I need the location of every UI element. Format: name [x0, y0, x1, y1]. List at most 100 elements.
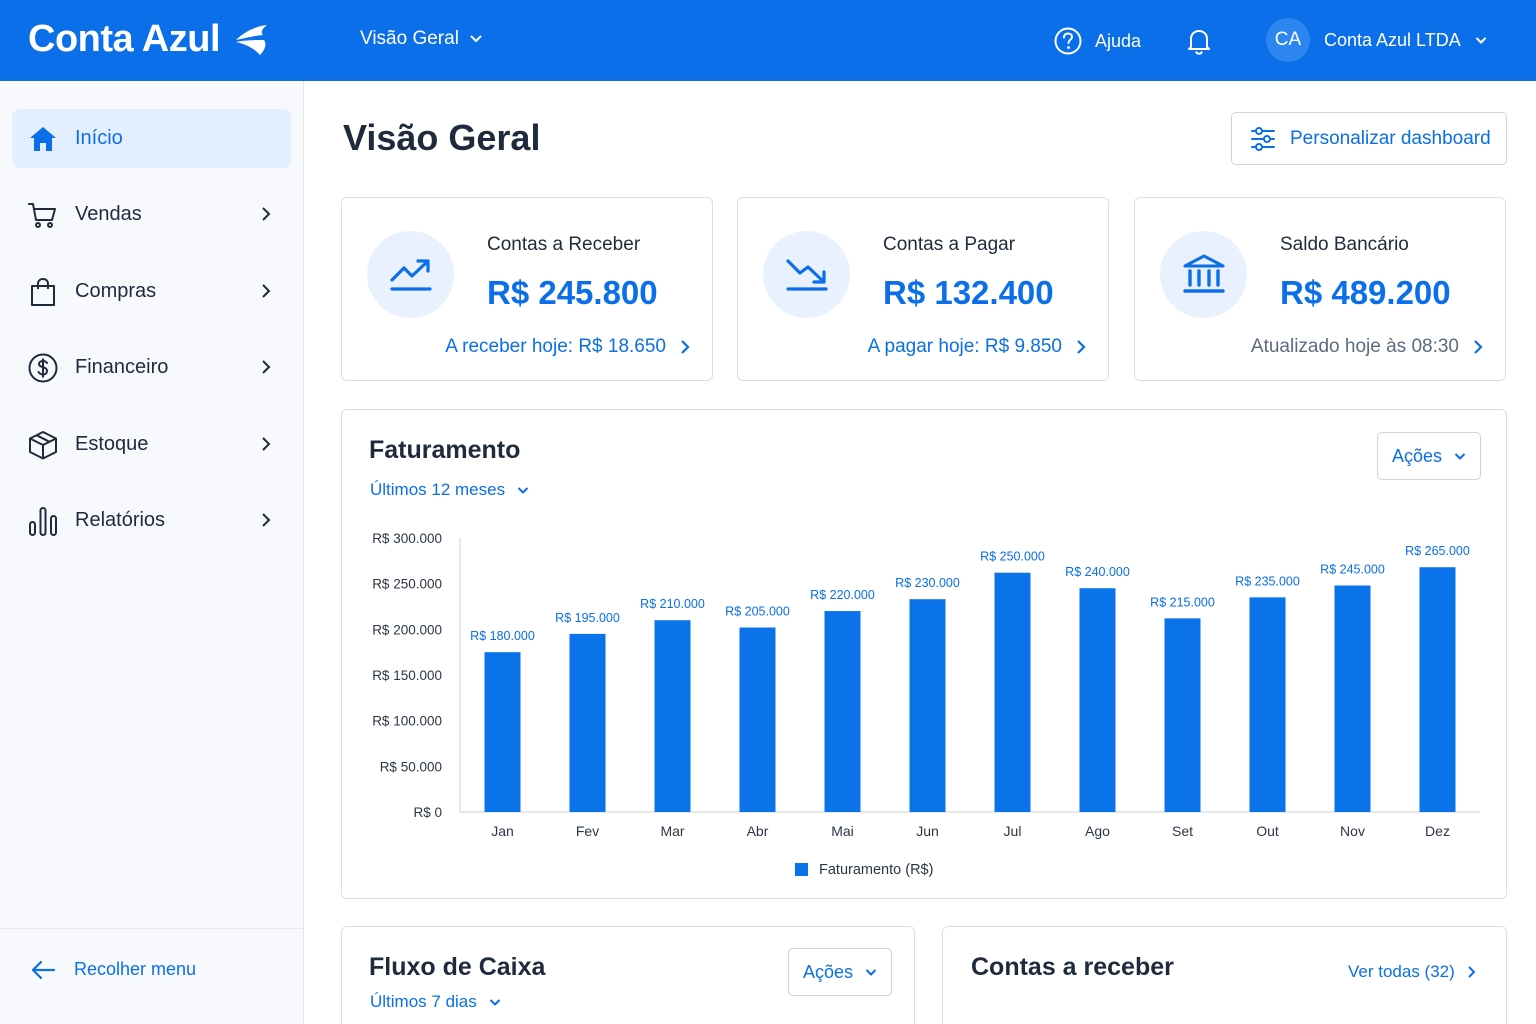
- dollar-circle-icon: [28, 353, 58, 383]
- y-tick-label: R$ 250.000: [372, 577, 442, 592]
- bar: [484, 652, 521, 812]
- legend-swatch: [795, 863, 808, 876]
- cashflow-card: Fluxo de Caixa Últimos 7 dias Ações: [341, 926, 915, 1024]
- see-all-receivables-link[interactable]: Ver todas (32): [1348, 962, 1476, 982]
- actions-label: Ações: [802, 961, 854, 982]
- x-tick-label: Jul: [1004, 823, 1022, 839]
- kpi-card-receivables: Contas a Receber R$ 245.800 A receber ho…: [341, 197, 713, 381]
- customize-dashboard-label: Personalizar dashboard: [1290, 127, 1491, 149]
- cart-icon: [28, 203, 56, 228]
- x-tick-label: Mar: [660, 823, 684, 839]
- bar: [1164, 618, 1201, 812]
- revenue-period-selector[interactable]: Últimos 12 meses: [370, 480, 529, 500]
- sidebar-item-compras[interactable]: Compras: [12, 262, 291, 321]
- arrow-left-icon: [31, 960, 56, 979]
- legend-label: Faturamento (R$): [819, 862, 933, 878]
- sidebar-item-financeiro[interactable]: Financeiro: [12, 338, 291, 397]
- y-tick-label: R$ 50.000: [380, 759, 442, 774]
- data-label: R$ 195.000: [555, 611, 620, 625]
- x-tick-label: Set: [1172, 823, 1193, 839]
- help-icon: [1054, 27, 1082, 55]
- period-label: Últimos 7 dias: [370, 992, 477, 1011]
- sidebar-item-inicio[interactable]: Início: [12, 109, 291, 168]
- chevron-right-icon: [1474, 340, 1483, 354]
- cashflow-actions-button[interactable]: Ações: [788, 948, 892, 996]
- shopping-bag-icon: [31, 277, 55, 306]
- cashflow-period-selector[interactable]: Últimos 7 dias: [370, 992, 501, 1012]
- x-tick-label: Dez: [1425, 823, 1450, 839]
- logo-mark-icon: [236, 24, 268, 55]
- collapse-menu-label: Recolher menu: [74, 959, 197, 979]
- kpi-title: Contas a Pagar: [883, 234, 1016, 255]
- revenue-title: Faturamento: [369, 436, 521, 464]
- view-selector-dropdown[interactable]: Visão Geral: [360, 28, 483, 50]
- chevron-right-icon: [262, 207, 271, 221]
- notifications-button[interactable]: [1186, 27, 1212, 60]
- trending-down-icon: [785, 258, 828, 291]
- home-icon: [30, 127, 56, 151]
- bar: [1334, 585, 1371, 812]
- chevron-down-icon: [1454, 452, 1466, 460]
- kpi-title: Saldo Bancário: [1280, 234, 1409, 255]
- kpi-detail-link[interactable]: Atualizado hoje às 08:30: [1251, 336, 1483, 358]
- data-label: R$ 220.000: [810, 588, 875, 602]
- actions-label: Ações: [1391, 445, 1443, 466]
- chevron-down-icon: [489, 998, 500, 1006]
- x-tick-label: Jan: [491, 823, 514, 839]
- sidebar-item-estoque[interactable]: Estoque: [12, 415, 291, 474]
- chevron-right-icon: [262, 284, 271, 298]
- collapse-menu-button[interactable]: Recolher menu: [30, 959, 196, 980]
- sidebar: Início Vendas Compras Financeiro: [0, 81, 304, 1024]
- kpi-card-payables: Contas a Pagar R$ 132.400 A pagar hoje: …: [737, 197, 1109, 381]
- kpi-icon-container: [1160, 231, 1247, 318]
- x-tick-label: Abr: [747, 823, 769, 839]
- help-label: Ajuda: [1095, 30, 1142, 51]
- kpi-detail-link[interactable]: A pagar hoje: R$ 9.850: [868, 336, 1086, 358]
- kpi-value: R$ 132.400: [883, 274, 1054, 311]
- kpi-card-bank-balance: Saldo Bancário R$ 489.200 Atualizado hoj…: [1134, 197, 1506, 381]
- bar: [994, 572, 1031, 812]
- chevron-right-icon: [262, 513, 271, 527]
- data-label: R$ 205.000: [725, 605, 790, 619]
- bar: [1079, 588, 1116, 812]
- y-tick-label: R$ 300.000: [372, 531, 442, 546]
- bar: [909, 599, 946, 812]
- data-label: R$ 230.000: [895, 576, 960, 590]
- sidebar-item-label: Compras: [75, 280, 157, 302]
- data-label: R$ 210.000: [640, 597, 705, 611]
- kpi-detail-label: A pagar hoje: R$ 9.850: [867, 336, 1062, 357]
- revenue-actions-button[interactable]: Ações: [1377, 432, 1481, 480]
- x-tick-label: Jun: [916, 823, 939, 839]
- receivables-title: Contas a receber: [971, 953, 1174, 981]
- receivables-card: Contas a receber Ver todas (32): [942, 926, 1507, 1024]
- y-tick-label: R$ 0: [413, 805, 442, 820]
- data-label: R$ 180.000: [470, 629, 535, 643]
- data-label: R$ 235.000: [1235, 574, 1300, 588]
- help-link[interactable]: Ajuda: [1053, 26, 1141, 56]
- revenue-card: Faturamento Últimos 12 meses Ações R$ 0 R…: [341, 409, 1507, 899]
- chevron-right-icon: [1468, 966, 1476, 978]
- account-menu[interactable]: CA Conta Azul LTDA: [1266, 18, 1487, 62]
- brand-logo[interactable]: Conta Azul: [28, 18, 270, 61]
- avatar: CA: [1266, 18, 1310, 62]
- bar-chart-icon: [29, 507, 57, 536]
- kpi-detail-link[interactable]: A receber hoje: R$ 18.650: [445, 336, 690, 358]
- x-tick-label: Ago: [1085, 823, 1110, 839]
- customize-dashboard-button[interactable]: Personalizar dashboard: [1231, 112, 1507, 165]
- chevron-right-icon: [262, 437, 271, 451]
- bar: [1249, 597, 1286, 812]
- bar: [654, 620, 691, 812]
- bank-icon: [1182, 254, 1225, 293]
- data-label: R$ 250.000: [980, 550, 1045, 564]
- chevron-right-icon: [1077, 340, 1086, 354]
- sidebar-item-label: Vendas: [75, 203, 142, 225]
- sidebar-item-relatorios[interactable]: Relatórios: [12, 491, 291, 550]
- chevron-down-icon: [1475, 36, 1486, 44]
- kpi-detail-label: A receber hoje: R$ 18.650: [445, 336, 666, 357]
- x-tick-label: Mai: [831, 823, 854, 839]
- top-bar: Conta Azul Visão Geral Ajuda CA Conta Az…: [0, 0, 1536, 81]
- sidebar-divider: [0, 928, 303, 929]
- bar: [1419, 567, 1456, 812]
- view-selector-label: Visão Geral: [360, 28, 459, 49]
- sidebar-item-vendas[interactable]: Vendas: [12, 185, 291, 244]
